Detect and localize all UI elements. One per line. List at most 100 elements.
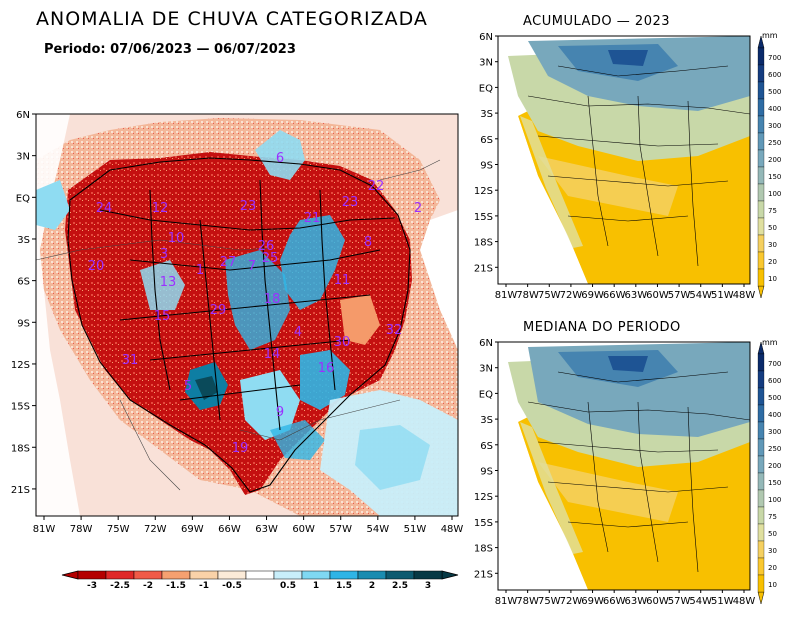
lat-tick-label: 18S: [474, 544, 493, 555]
lon-tick-label: 54W: [367, 524, 390, 535]
lon-tick-label: 54W: [689, 290, 712, 301]
vcolorbar-tick-label: 50: [768, 530, 777, 538]
accumulated-map: 6N 3N EQ 3S 6S 9S 12S 15S 18S 21S 81W 78W 75W 72W 69W 6…: [462, 28, 800, 303]
vcolorbar-segment: [757, 251, 765, 270]
basin-number-label: 3: [160, 247, 168, 262]
vcolorbar-segment: [757, 387, 765, 406]
lat-tick-label: 9S: [480, 466, 493, 477]
basin-number-label: 9: [276, 405, 284, 420]
vcolorbar-tick-label: 150: [768, 479, 781, 487]
vcolorbar-tick-label: 500: [768, 88, 781, 96]
main-lon-ticks: 81W 78W 75W 72W 69W 66W 63W 60W 57W 54W 51W 48W: [33, 516, 463, 535]
vcolorbar-low-arrow: [757, 285, 765, 299]
lon-tick-label: 51W: [404, 524, 427, 535]
lat-tick-label: 3S: [480, 415, 493, 426]
basin-number-label: 22: [368, 179, 385, 194]
lat-tick-label: 15S: [11, 402, 30, 413]
basin-number-label: 1: [196, 263, 204, 278]
lon-tick-label: 78W: [70, 524, 93, 535]
basin-number-label: 15: [154, 309, 171, 324]
lon-tick-label: 72W: [144, 524, 167, 535]
basin-number-label: 6: [276, 151, 284, 166]
vcolorbar-high-arrow: [757, 341, 765, 355]
vcolorbar-tick-label: 75: [768, 513, 777, 521]
lon-tick-label: 81W: [495, 290, 518, 301]
lat-tick-label: 3S: [17, 235, 30, 246]
lon-tick-label: 72W: [560, 596, 583, 607]
main-anomaly-map: 6 22 24 12 23 21 23 2 10 3 26 8 20 13 1 27 7 25 11 18 15 29 4 3…: [0, 100, 470, 540]
vcolorbar-tick-label: 50: [768, 224, 777, 232]
vcolorbar-segment: [757, 523, 765, 542]
lat-tick-label: 12S: [474, 186, 493, 197]
lon-tick-label: 57W: [668, 290, 691, 301]
vcolorbar-tick-label: 600: [768, 71, 781, 79]
lon-tick-label: 66W: [603, 290, 626, 301]
basin-number-label: 30: [334, 335, 351, 350]
median-map: 6N 3N EQ 3S 6S 9S 12S 15S 18S 21S 81W 78W 75W 72W 69W 6…: [462, 334, 800, 609]
lat-tick-label: 6S: [480, 441, 493, 452]
colorbar-tick-label: 2.5: [392, 581, 408, 591]
colorbar-tick-label: -1: [199, 581, 209, 591]
vcolorbar-tick-label: 250: [768, 445, 781, 453]
vcolorbar-segment: [757, 506, 765, 525]
vcolorbar-segment: [757, 132, 765, 151]
vcolorbar-tick-label: 30: [768, 241, 777, 249]
colorbar-tick-label: -2: [143, 581, 153, 591]
vcolorbar-tick-label: 700: [768, 54, 781, 62]
vcolorbar-tick-label: 150: [768, 173, 781, 181]
lat-tick-label: 21S: [474, 569, 493, 580]
vcolorbar-low-arrow: [757, 591, 765, 605]
colorbar-segment: [413, 570, 443, 580]
accumulated-title: ACUMULADO — 2023: [523, 14, 671, 29]
colorbar-tick-label: -2.5: [110, 581, 130, 591]
lon-tick-label: 78W: [516, 596, 539, 607]
basin-number-label: 23: [342, 195, 359, 210]
lon-tick-label: 48W: [733, 596, 756, 607]
vcolorbar-tick-label: 10: [768, 581, 777, 589]
basin-number-label: 21: [304, 211, 321, 226]
anomaly-colorbar: -3 -2.5 -2 -1.5 -1 -0.5 0.5 1 1.5 2 2.5 3: [60, 568, 460, 598]
lat-tick-label: 15S: [474, 518, 493, 529]
colorbar-tick-label: -1.5: [166, 581, 186, 591]
vcolorbar-tick-label: 300: [768, 428, 781, 436]
vcolorbar-segment: [757, 557, 765, 576]
vcolorbar-segment: [757, 234, 765, 253]
accumulated-unit: mm: [762, 31, 778, 40]
basin-number-label: 32: [386, 323, 403, 338]
vcolorbar-segment: [757, 149, 765, 168]
vcolorbar-segment: [757, 200, 765, 219]
colorbar-tick-label: -3: [87, 581, 97, 591]
lat-tick-label: 3N: [479, 364, 493, 375]
basin-number-label: 4: [294, 325, 302, 340]
basin-number-label: 26: [258, 239, 275, 254]
vcolorbar-segment: [757, 217, 765, 236]
basin-number-label: 27: [220, 255, 237, 270]
lon-tick-label: 75W: [538, 596, 561, 607]
lon-tick-label: 60W: [292, 524, 315, 535]
vcolorbar-tick-label: 200: [768, 462, 781, 470]
lon-tick-label: 63W: [625, 596, 648, 607]
vcolorbar-tick-label: 10: [768, 275, 777, 283]
colorbar-segment: [189, 570, 219, 580]
basin-number-label: 10: [168, 231, 185, 246]
colorbar-low-arrow: [61, 570, 79, 580]
vcolorbar-segment: [757, 98, 765, 117]
basin-number-label: 2: [414, 201, 422, 216]
lat-tick-label: 12S: [11, 360, 30, 371]
basin-number-label: 25: [262, 251, 279, 266]
lat-tick-label: 6S: [17, 277, 30, 288]
colorbar-segment: [301, 570, 331, 580]
vcolorbar-tick-label: 75: [768, 207, 777, 215]
basin-number-label: 12: [152, 201, 169, 216]
vcolorbar-tick-label: 30: [768, 547, 777, 555]
lat-tick-label: 15S: [474, 212, 493, 223]
basin-number-label: 29: [210, 303, 227, 318]
lon-tick-label: 75W: [107, 524, 130, 535]
vcolorbar-segment: [757, 421, 765, 440]
lon-tick-label: 66W: [603, 596, 626, 607]
colorbar-tick-label: -0.5: [222, 581, 242, 591]
lon-tick-label: 81W: [33, 524, 56, 535]
vcolorbar-tick-label: 400: [768, 105, 781, 113]
lat-tick-label: EQ: [479, 83, 493, 94]
